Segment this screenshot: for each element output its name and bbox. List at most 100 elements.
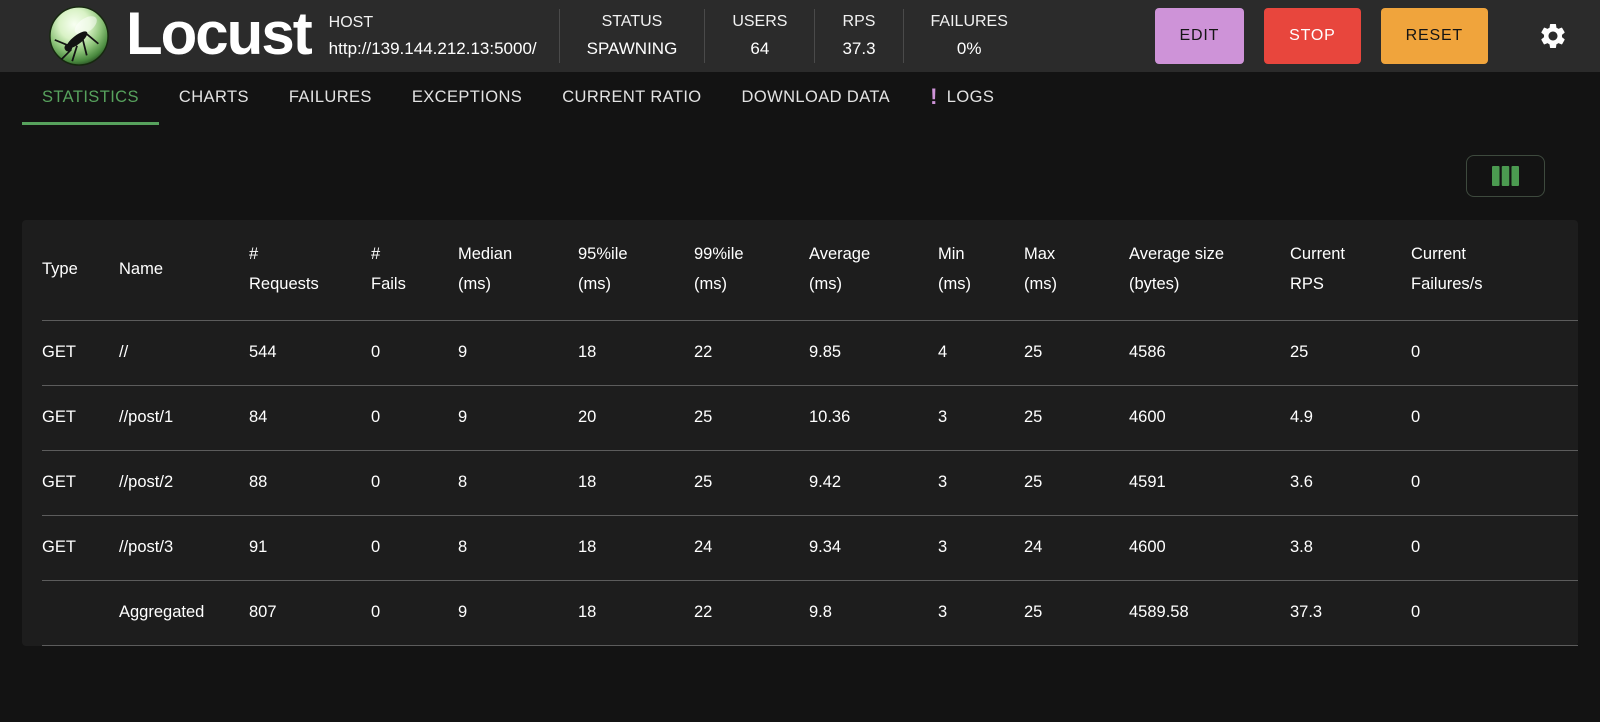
tab-exceptions[interactable]: EXCEPTIONS bbox=[392, 72, 542, 125]
table-cell-current-failures: 0 bbox=[1411, 580, 1578, 646]
users-indicator: USERS 64 bbox=[705, 13, 814, 59]
reset-button[interactable]: RESET bbox=[1380, 8, 1488, 64]
gear-icon bbox=[1541, 24, 1565, 48]
column-header-current-failures[interactable]: Current Failures/s bbox=[1411, 220, 1578, 321]
table-cell-average: 10.36 bbox=[809, 385, 938, 451]
table-cell-p99: 22 bbox=[694, 320, 809, 386]
table-row: Aggregated 807 0 9 18 22 9.8 3 25 4589.58 37.3 0 bbox=[42, 580, 1578, 646]
failures-indicator: FAILURES 0% bbox=[904, 13, 1035, 59]
column-header-current-rps[interactable]: Current RPS bbox=[1290, 220, 1411, 321]
app-header: Locust HOST http://139.144.212.13:5000/ … bbox=[0, 0, 1600, 72]
table-cell-max: 24 bbox=[1024, 515, 1129, 581]
table-cell-median: 8 bbox=[458, 515, 578, 581]
tab-charts[interactable]: CHARTS bbox=[159, 72, 269, 125]
status-indicator: STATUS SPAWNING bbox=[560, 13, 705, 59]
table-cell-type: GET bbox=[42, 385, 119, 451]
column-header-min[interactable]: Min (ms) bbox=[938, 220, 1024, 321]
table-cell-min: 3 bbox=[938, 385, 1024, 451]
rps-value: 37.3 bbox=[842, 39, 876, 58]
view-columns-icon bbox=[1492, 166, 1519, 186]
table-cell-avg-size: 4600 bbox=[1129, 515, 1290, 581]
stop-button[interactable]: STOP bbox=[1264, 8, 1361, 64]
table-cell-avg-size: 4591 bbox=[1129, 450, 1290, 516]
column-selector-button[interactable] bbox=[1466, 155, 1545, 197]
table-cell-fails: 0 bbox=[371, 450, 458, 516]
column-header-median[interactable]: Median (ms) bbox=[458, 220, 578, 321]
header-divider bbox=[902, 9, 904, 63]
table-cell-median: 8 bbox=[458, 450, 578, 516]
table-cell-name: //post/2 bbox=[119, 450, 249, 516]
table-cell-p95: 18 bbox=[578, 450, 694, 516]
brand-home-link[interactable]: Locust bbox=[48, 4, 329, 68]
table-cell-p99: 24 bbox=[694, 515, 809, 581]
table-cell-current-rps: 3.8 bbox=[1290, 515, 1411, 581]
failures-value: 0% bbox=[956, 39, 982, 58]
table-cell-average: 9.85 bbox=[809, 320, 938, 386]
table-cell-type: GET bbox=[42, 515, 119, 581]
column-header-name[interactable]: Name bbox=[119, 220, 249, 321]
table-cell-max: 25 bbox=[1024, 320, 1129, 386]
column-header-p99[interactable]: 99%ile (ms) bbox=[694, 220, 809, 321]
table-header-row: Type Name # Requests # Fails Median (ms) 95%i… bbox=[42, 220, 1578, 321]
statistics-table: Type Name # Requests # Fails Median (ms) 95%i… bbox=[42, 220, 1578, 646]
rps-label: RPS bbox=[842, 13, 876, 30]
header-actions: EDIT STOP RESET bbox=[1135, 8, 1600, 64]
column-header-p95[interactable]: 95%ile (ms) bbox=[578, 220, 694, 321]
statistics-panel: Type Name # Requests # Fails Median (ms) 95%i… bbox=[22, 220, 1578, 646]
table-cell-current-rps: 37.3 bbox=[1290, 580, 1411, 646]
tab-bar: STATISTICS CHARTS FAILURES EXCEPTIONS CU… bbox=[0, 72, 1600, 125]
host-info: HOST http://139.144.212.13:5000/ bbox=[329, 14, 537, 59]
column-header-fails[interactable]: # Fails bbox=[371, 220, 458, 321]
tab-current-ratio[interactable]: CURRENT RATIO bbox=[542, 72, 721, 125]
tab-failures[interactable]: FAILURES bbox=[269, 72, 392, 125]
column-header-requests[interactable]: # Requests bbox=[249, 220, 371, 321]
host-label: HOST bbox=[328, 13, 374, 31]
table-cell-avg-size: 4600 bbox=[1129, 385, 1290, 451]
table-cell-min: 3 bbox=[938, 580, 1024, 646]
table-cell-type: GET bbox=[42, 450, 119, 516]
tab-label: FAILURES bbox=[288, 87, 372, 106]
table-cell-fails: 0 bbox=[371, 515, 458, 581]
tab-statistics[interactable]: STATISTICS bbox=[22, 72, 159, 125]
tab-label: CURRENT RATIO bbox=[562, 87, 702, 106]
table-cell-name: //post/3 bbox=[119, 515, 249, 581]
table-row: GET//post/3 91 0 8 18 24 9.34 3 24 4600 3.8 0 bbox=[42, 515, 1578, 581]
table-cell-current-failures: 0 bbox=[1411, 385, 1578, 451]
tab-label: LOGS bbox=[946, 87, 995, 106]
users-label: USERS bbox=[732, 13, 788, 30]
tab-download-data[interactable]: DOWNLOAD DATA bbox=[722, 72, 911, 125]
table-cell-p95: 20 bbox=[578, 385, 694, 451]
table-row: GET//544 0 9 18 22 9.85 4 25 4586 25 0 bbox=[42, 320, 1578, 386]
app-title: Locust bbox=[126, 0, 313, 67]
table-cell-fails: 0 bbox=[371, 580, 458, 646]
table-cell-median: 9 bbox=[458, 320, 578, 386]
table-cell-median: 9 bbox=[458, 580, 578, 646]
table-cell-average: 9.42 bbox=[809, 450, 938, 516]
column-header-average[interactable]: Average (ms) bbox=[809, 220, 938, 321]
tab-logs[interactable]: ! LOGS bbox=[910, 72, 1014, 125]
table-cell-requests: 84 bbox=[249, 385, 371, 451]
table-cell-current-failures: 0 bbox=[1411, 450, 1578, 516]
column-header-max[interactable]: Max (ms) bbox=[1024, 220, 1129, 321]
tab-label: CHARTS bbox=[178, 87, 249, 106]
column-header-type[interactable]: Type bbox=[42, 220, 119, 321]
status-label: STATUS bbox=[601, 13, 663, 30]
edit-button[interactable]: EDIT bbox=[1154, 8, 1245, 64]
table-cell-p95: 18 bbox=[578, 515, 694, 581]
status-value: SPAWNING bbox=[586, 39, 678, 58]
table-cell-average: 9.8 bbox=[809, 580, 938, 646]
table-cell-current-failures: 0 bbox=[1411, 320, 1578, 386]
table-cell-name: // bbox=[119, 320, 249, 386]
table-cell-name: //post/1 bbox=[119, 385, 249, 451]
table-cell-p99: 22 bbox=[694, 580, 809, 646]
table-cell-p99: 25 bbox=[694, 385, 809, 451]
tab-label: EXCEPTIONS bbox=[411, 87, 523, 106]
settings-button[interactable] bbox=[1534, 17, 1572, 55]
table-cell-requests: 544 bbox=[249, 320, 371, 386]
table-cell-max: 25 bbox=[1024, 385, 1129, 451]
table-cell-current-failures: 0 bbox=[1411, 515, 1578, 581]
column-header-avg-size[interactable]: Average size (bytes) bbox=[1129, 220, 1290, 321]
rps-indicator: RPS 37.3 bbox=[815, 13, 902, 59]
table-cell-p99: 25 bbox=[694, 450, 809, 516]
users-value: 64 bbox=[750, 39, 770, 58]
